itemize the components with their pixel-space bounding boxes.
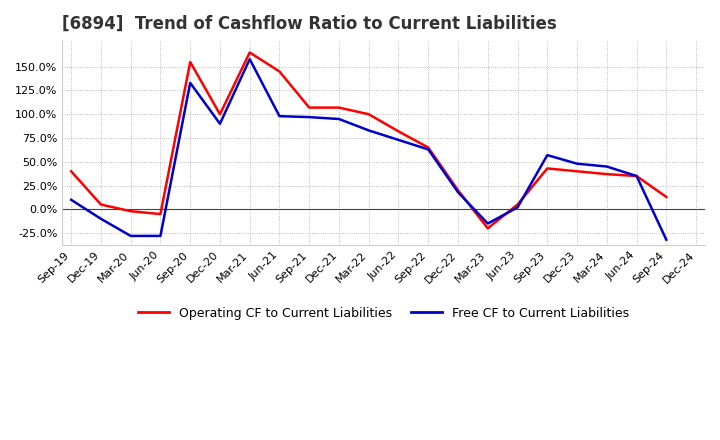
Legend: Operating CF to Current Liabilities, Free CF to Current Liabilities: Operating CF to Current Liabilities, Fre… [133,302,634,325]
Text: [6894]  Trend of Cashflow Ratio to Current Liabilities: [6894] Trend of Cashflow Ratio to Curren… [62,15,557,33]
